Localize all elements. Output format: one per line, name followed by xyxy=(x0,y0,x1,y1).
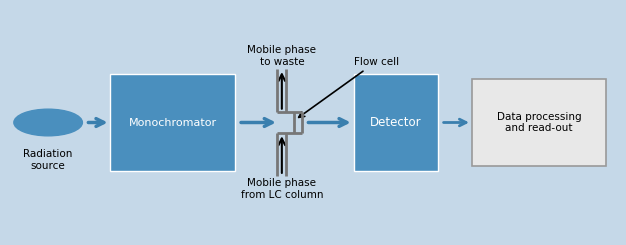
Text: Detector: Detector xyxy=(370,116,421,129)
Text: Radiation
source: Radiation source xyxy=(23,149,73,171)
Text: Mobile phase
from LC column: Mobile phase from LC column xyxy=(240,178,323,200)
Text: Data processing
and read-out: Data processing and read-out xyxy=(496,112,581,133)
FancyBboxPatch shape xyxy=(354,74,438,171)
FancyBboxPatch shape xyxy=(110,74,235,171)
Text: Flow cell: Flow cell xyxy=(299,57,399,117)
Text: Mobile phase
to waste: Mobile phase to waste xyxy=(247,45,316,67)
Text: Monochromator: Monochromator xyxy=(129,118,217,127)
FancyBboxPatch shape xyxy=(472,79,606,166)
Circle shape xyxy=(14,109,83,136)
